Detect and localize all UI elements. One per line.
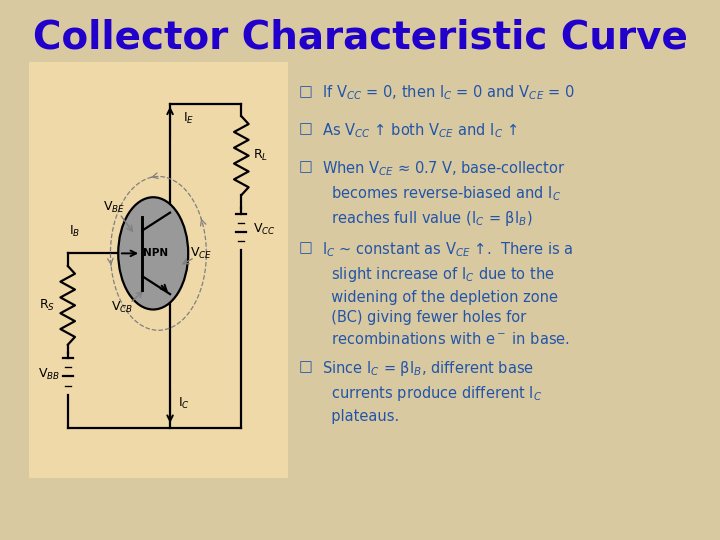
Text: □: □ — [299, 84, 312, 99]
Text: V$_{BB}$: V$_{BB}$ — [37, 367, 60, 381]
Text: As V$_{CC}$ ↑ both V$_{CE}$ and I$_C$ ↑: As V$_{CC}$ ↑ both V$_{CE}$ and I$_C$ ↑ — [322, 122, 518, 140]
Text: □: □ — [299, 159, 312, 174]
Text: □: □ — [299, 359, 312, 374]
Text: Since I$_C$ = βI$_B$, different base
  currents produce different I$_C$
  platea: Since I$_C$ = βI$_B$, different base cur… — [322, 359, 542, 424]
Text: I$_C$: I$_C$ — [178, 395, 190, 410]
Text: NPN: NPN — [143, 248, 168, 258]
Text: Collector Characteristic Curve: Collector Characteristic Curve — [32, 19, 688, 57]
Text: V$_{CB}$: V$_{CB}$ — [111, 300, 133, 315]
Text: □: □ — [299, 240, 312, 255]
Text: I$_C$ ~ constant as V$_{CE}$ ↑.  There is a
  slight increase of I$_C$ due to th: I$_C$ ~ constant as V$_{CE}$ ↑. There is… — [322, 240, 573, 347]
Text: R$_L$: R$_L$ — [253, 148, 268, 163]
FancyBboxPatch shape — [29, 62, 288, 478]
Text: R$_S$: R$_S$ — [39, 298, 55, 313]
Text: I$_B$: I$_B$ — [68, 224, 80, 239]
Text: □: □ — [299, 122, 312, 137]
Text: When V$_{CE}$ ≈ 0.7 V, base-collector
  becomes reverse-biased and I$_C$
  reach: When V$_{CE}$ ≈ 0.7 V, base-collector be… — [322, 159, 565, 228]
Text: V$_{BE}$: V$_{BE}$ — [103, 200, 125, 215]
Text: V$_{CC}$: V$_{CC}$ — [253, 222, 276, 237]
Text: I$_E$: I$_E$ — [183, 111, 194, 126]
Text: If V$_{CC}$ = 0, then I$_C$ = 0 and V$_{CE}$ = 0: If V$_{CC}$ = 0, then I$_C$ = 0 and V$_{… — [322, 84, 575, 103]
Circle shape — [118, 197, 188, 309]
Text: V$_{CE}$: V$_{CE}$ — [190, 246, 212, 261]
